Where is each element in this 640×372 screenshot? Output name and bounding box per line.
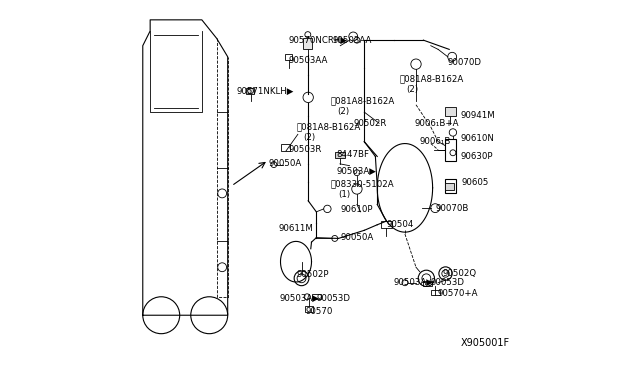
Text: 90570: 90570 xyxy=(305,307,333,316)
Text: (2): (2) xyxy=(406,85,418,94)
Bar xyxy=(246,88,254,94)
Text: 90605: 90605 xyxy=(461,178,488,187)
Bar xyxy=(303,38,312,49)
Text: 90053D: 90053D xyxy=(316,294,350,303)
Bar xyxy=(305,306,312,311)
Text: 90611M: 90611M xyxy=(278,224,314,233)
Text: 90050A: 90050A xyxy=(268,159,301,169)
Text: 90053D: 90053D xyxy=(431,278,465,287)
Text: 90502R: 90502R xyxy=(353,119,387,128)
Text: 90504: 90504 xyxy=(387,220,414,229)
Text: 90941M: 90941M xyxy=(460,110,495,120)
Bar xyxy=(422,280,432,286)
Text: Ⓑ081A8-B162A: Ⓑ081A8-B162A xyxy=(297,122,362,131)
Text: Ⓑ081A8-B162A: Ⓑ081A8-B162A xyxy=(331,97,396,106)
Text: 90502Q: 90502Q xyxy=(443,269,477,278)
Bar xyxy=(285,54,292,61)
Text: 90503AA: 90503AA xyxy=(333,36,372,45)
Text: 90070B: 90070B xyxy=(435,204,468,214)
Text: 9006₁B+A: 9006₁B+A xyxy=(414,119,459,128)
Text: 90050A: 90050A xyxy=(340,233,374,242)
Text: (1): (1) xyxy=(339,190,351,199)
Text: 90502P: 90502P xyxy=(296,270,328,279)
Text: 90503R: 90503R xyxy=(289,145,322,154)
Text: 8447BF: 8447BF xyxy=(337,150,370,159)
Text: 90571NKLH▶: 90571NKLH▶ xyxy=(237,87,294,96)
Bar xyxy=(445,107,456,116)
Text: 90503A▶: 90503A▶ xyxy=(337,167,376,176)
Text: 9006₁B: 9006₁B xyxy=(420,137,451,146)
Text: 90570+A: 90570+A xyxy=(437,289,478,298)
Bar xyxy=(445,139,456,161)
Text: 90503A▶: 90503A▶ xyxy=(394,278,434,287)
Bar xyxy=(281,144,291,151)
Bar xyxy=(445,179,456,193)
Text: 90070D: 90070D xyxy=(447,58,481,67)
Text: Ⓡ081A8-B162A: Ⓡ081A8-B162A xyxy=(399,74,463,83)
Text: 90610P: 90610P xyxy=(340,205,373,215)
Text: 90610N: 90610N xyxy=(460,134,494,142)
Text: 90630P: 90630P xyxy=(460,152,493,161)
Bar xyxy=(381,221,392,228)
Text: ⓐ08330-5102A: ⓐ08330-5102A xyxy=(330,180,394,189)
Text: 90570NCRH▶: 90570NCRH▶ xyxy=(289,36,348,45)
Text: 90503AA: 90503AA xyxy=(289,56,328,65)
Bar xyxy=(335,153,345,158)
Text: (2): (2) xyxy=(338,107,350,116)
Text: X905001F: X905001F xyxy=(460,338,509,348)
Text: (2): (2) xyxy=(303,133,316,142)
Text: 90503A▶: 90503A▶ xyxy=(280,294,319,303)
Bar xyxy=(312,294,321,299)
Bar xyxy=(445,183,454,190)
Bar xyxy=(431,290,440,295)
